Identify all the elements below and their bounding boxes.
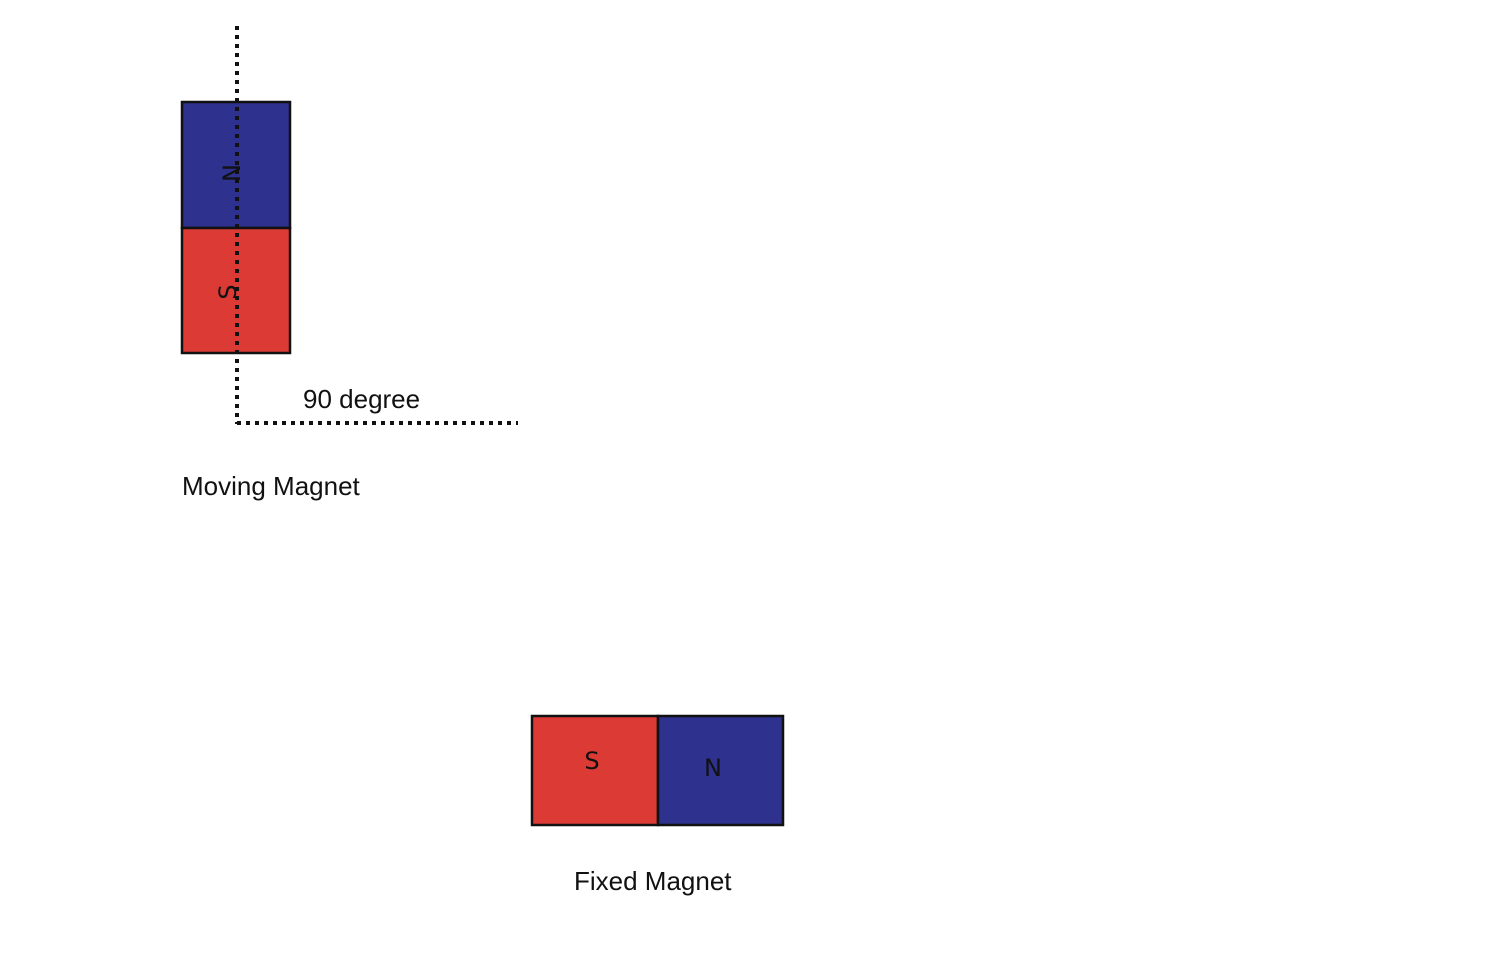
angle-indicator: 90 degree — [235, 26, 518, 425]
fixed-magnet-label: Fixed Magnet — [574, 866, 732, 896]
moving-magnet-label: Moving Magnet — [182, 471, 361, 501]
fixed-magnet-north-label: N — [704, 754, 722, 782]
fixed-magnet-south-pole — [530, 714, 660, 827]
fixed-magnet-north-pole — [656, 714, 785, 827]
fixed-magnet: S N — [530, 714, 785, 827]
fixed-magnet-south-label: S — [584, 747, 599, 775]
moving-magnet-north-label: N — [218, 164, 246, 182]
angle-label: 90 degree — [303, 384, 420, 414]
